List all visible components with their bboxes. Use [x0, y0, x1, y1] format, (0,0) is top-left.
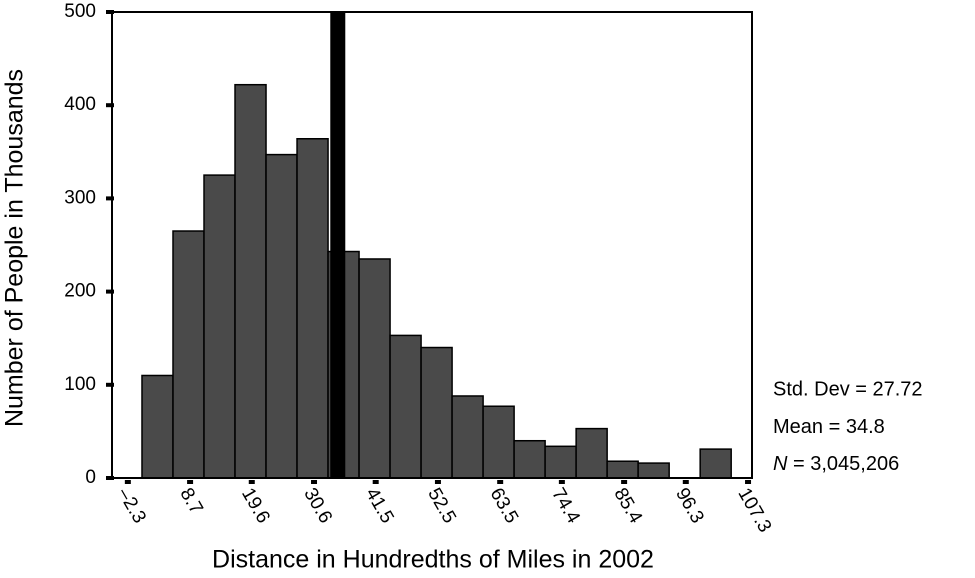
- annotation-symbol: N: [773, 453, 788, 475]
- annotation: Mean = 34.8: [773, 416, 885, 438]
- annotation: Std. Dev = 27.72: [773, 378, 923, 400]
- bar: [420, 346, 453, 479]
- bar: [172, 230, 205, 479]
- x-tick-label: 8.7: [175, 485, 206, 518]
- plot-frame: [111, 11, 753, 479]
- x-tick-label: 52.5: [423, 485, 460, 528]
- x-tick-label: 41.5: [361, 485, 398, 528]
- x-tick-label: 96.3: [671, 485, 708, 528]
- y-tick-label: 0: [85, 467, 96, 488]
- bar: [389, 334, 422, 479]
- bar: [637, 462, 670, 479]
- bar: [265, 153, 298, 479]
- bar: [203, 174, 236, 479]
- bar: [606, 460, 639, 479]
- bar: [544, 445, 577, 479]
- x-tick-label: 19.6: [237, 485, 274, 528]
- x-axis-label: Distance in Hundredths of Miles in 2002: [212, 546, 654, 574]
- x-tick-label: –2.3: [113, 485, 150, 528]
- y-tick-label: 300: [64, 187, 96, 208]
- annotation: N = 3,045,206: [773, 453, 899, 475]
- bar: [513, 439, 546, 479]
- y-tick-label: 500: [64, 1, 96, 22]
- x-tick-label: 30.6: [299, 485, 336, 528]
- bar: [296, 138, 329, 479]
- bar: [141, 374, 174, 479]
- x-tick-label: 107.3: [733, 485, 775, 537]
- x-tick-label: 74.4: [547, 485, 584, 528]
- bar: [575, 427, 608, 479]
- x-tick-label: 63.5: [486, 485, 523, 528]
- bar: [482, 405, 515, 479]
- y-tick-label: 200: [64, 281, 96, 302]
- y-axis-label: Number of People in Thousands: [1, 69, 29, 427]
- y-tick-label: 100: [64, 374, 96, 395]
- bar: [234, 83, 267, 479]
- mean-line: [330, 12, 346, 478]
- x-tick-label: 85.4: [609, 485, 646, 528]
- bar: [358, 258, 391, 479]
- bar: [451, 395, 484, 479]
- y-tick-label: 400: [64, 94, 96, 115]
- annotation-text: = 3,045,206: [793, 453, 899, 475]
- bar: [699, 448, 732, 479]
